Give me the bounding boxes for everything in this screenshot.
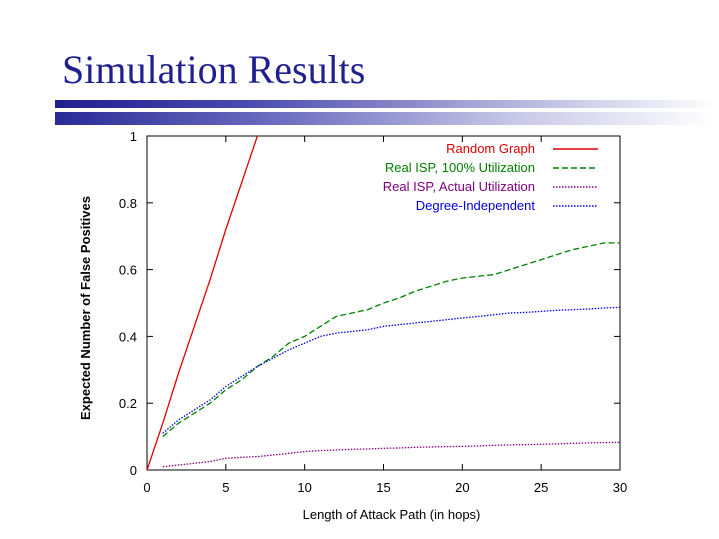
- x-tick-label: 25: [534, 480, 548, 495]
- series-line-2: [162, 441, 621, 468]
- axes: 0 5 10 15 20 25 30 0 0.2 0.4 0.6 0.8 1 Length of Atta…: [78, 129, 627, 522]
- series-line-0: [146, 135, 259, 471]
- x-tick-label: 30: [613, 480, 627, 495]
- x-tick-label: 15: [376, 480, 390, 495]
- series-line-1: [162, 242, 620, 438]
- x-tick-label: 20: [455, 480, 469, 495]
- y-tick-label: 1: [130, 129, 137, 144]
- legend-label-2: Real ISP, Actual Utilization: [383, 179, 535, 194]
- legend-label-1: Real ISP, 100% Utilization: [385, 160, 535, 175]
- legend: Random Graph Real ISP, 100% Utilization Re…: [383, 141, 598, 213]
- y-tick-label: 0.4: [119, 329, 137, 344]
- slide-title: Simulation Results: [62, 47, 366, 92]
- legend-label-0: Random Graph: [446, 141, 535, 156]
- x-tick-label: 5: [222, 480, 229, 495]
- y-tick-label: 0.8: [119, 196, 137, 211]
- legend-label-3: Degree-Independent: [416, 198, 536, 213]
- y-tick-label: 0: [130, 463, 137, 478]
- y-tick-label: 0.2: [119, 396, 137, 411]
- y-axis-title: Expected Number of False Positives: [78, 196, 93, 420]
- title-underline-bar: [55, 100, 715, 108]
- title-gradient-bar: [55, 112, 715, 125]
- series-lines: [146, 135, 621, 471]
- x-axis-title: Length of Attack Path (in hops): [303, 507, 481, 522]
- x-tick-label: 0: [143, 480, 150, 495]
- x-tick-label: 10: [297, 480, 311, 495]
- y-tick-label: 0.6: [119, 263, 137, 278]
- series-line-3: [162, 306, 621, 434]
